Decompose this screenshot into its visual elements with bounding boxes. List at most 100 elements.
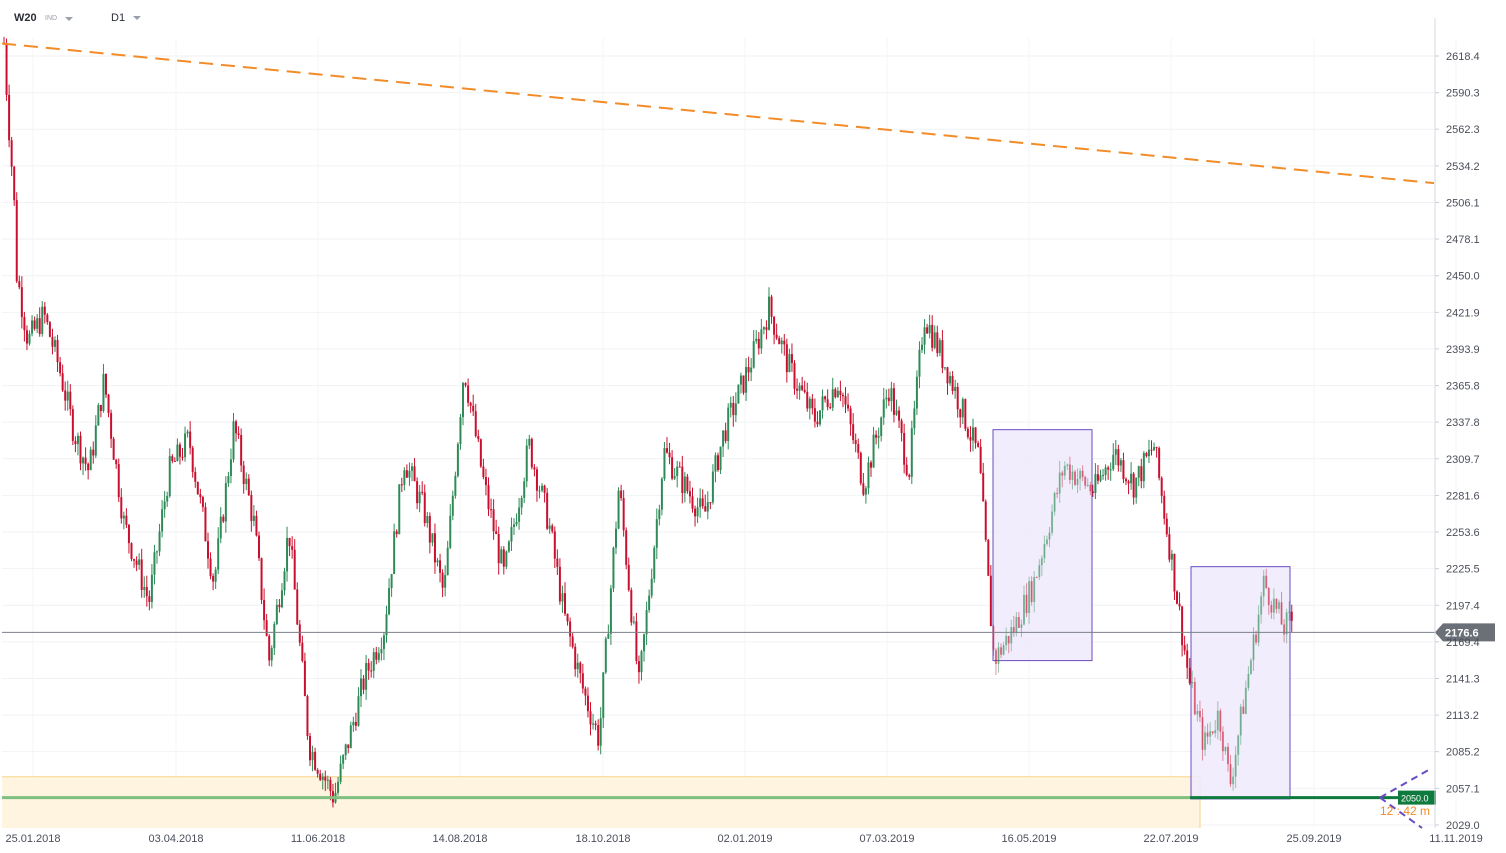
candle-body — [237, 433, 240, 436]
candle-body — [385, 614, 388, 636]
candle-body — [609, 588, 612, 634]
candle-body — [607, 633, 610, 639]
candle-body — [734, 403, 737, 416]
symbol-type-selector[interactable]: IND — [45, 15, 74, 22]
candle-body — [490, 509, 493, 511]
candle-body — [421, 491, 424, 493]
candle-body — [640, 651, 643, 673]
candle-body — [849, 408, 852, 425]
candle-body — [377, 653, 380, 660]
candle-body — [798, 385, 801, 391]
candle-body — [298, 624, 301, 643]
candle-body — [245, 478, 248, 485]
candle-body — [326, 779, 329, 781]
y-tick-label: 2225.5 — [1446, 564, 1480, 576]
candle-body — [668, 452, 671, 458]
candle-body — [880, 417, 883, 436]
candle-body — [1010, 627, 1013, 644]
candle-body — [877, 435, 880, 438]
candle-body — [301, 642, 304, 661]
candle-body — [158, 531, 161, 552]
candle-body — [533, 467, 536, 470]
candle-body — [1079, 470, 1082, 479]
candle-body — [594, 723, 597, 726]
candle-body — [342, 755, 345, 764]
candle-body — [370, 670, 373, 672]
candle-body — [1239, 706, 1242, 736]
candle-body — [1160, 477, 1163, 496]
timeframe-selector[interactable]: D1 — [111, 12, 142, 24]
candle-body — [760, 329, 763, 349]
candle-body — [875, 434, 878, 438]
candle-body — [41, 306, 44, 334]
candle-body — [1112, 454, 1115, 470]
candle-body — [773, 316, 776, 335]
y-tick-label: 2562.3 — [1446, 124, 1480, 136]
candle-body — [66, 391, 69, 401]
candle-body — [768, 296, 770, 330]
candle-body — [1272, 598, 1275, 613]
candle-body — [250, 495, 253, 521]
candle-body — [283, 571, 286, 591]
x-tick-label: 25.09.2019 — [1286, 833, 1341, 845]
candle-body — [824, 396, 827, 400]
candle-body — [1158, 448, 1161, 478]
candle-body — [207, 541, 209, 559]
candle-body — [505, 551, 508, 567]
candle-body — [1153, 447, 1156, 451]
candle-body — [454, 475, 457, 496]
candle-body — [1135, 477, 1138, 498]
symbol-selector[interactable]: W20 — [14, 12, 37, 24]
candle-body — [1051, 511, 1054, 533]
candle-body — [1142, 453, 1145, 482]
candle-body — [145, 587, 148, 597]
candle-body — [543, 485, 546, 493]
candle-body — [836, 390, 839, 398]
candle-body — [1173, 553, 1176, 592]
candle-body — [184, 433, 187, 458]
candle-body — [1071, 471, 1074, 480]
candle-body — [1267, 587, 1270, 606]
candle-body — [388, 588, 391, 615]
candle-body — [436, 560, 439, 563]
candle-body — [946, 367, 949, 384]
candle-body — [592, 723, 595, 725]
candle-body — [699, 498, 702, 508]
candle-body — [54, 340, 56, 347]
candle-body — [316, 769, 319, 774]
candle-body — [686, 476, 689, 492]
candle-body — [620, 490, 623, 499]
candle-body — [247, 478, 250, 496]
candle-body — [1219, 710, 1222, 732]
candle-body — [931, 324, 934, 348]
candle-body — [859, 452, 862, 484]
candle-body — [872, 434, 875, 468]
chart-header: W20 IND D1 — [0, 0, 1506, 38]
candle-body — [885, 397, 888, 400]
candle-body — [1130, 473, 1133, 484]
candle-body — [1074, 471, 1076, 485]
candle-body — [1053, 492, 1056, 512]
candle-body — [291, 546, 294, 550]
candle-body — [1211, 731, 1214, 734]
candle-body — [15, 200, 18, 282]
candle-body — [222, 516, 225, 522]
candle-body — [224, 483, 227, 522]
candle-body — [1091, 491, 1094, 494]
candle-body — [43, 306, 46, 315]
candle-body — [1056, 492, 1059, 494]
range-box-1 — [992, 429, 1093, 662]
candle-body — [972, 427, 974, 441]
candle-body — [801, 385, 804, 390]
candle-body — [780, 340, 783, 345]
candle-body — [125, 515, 128, 525]
candle-body — [1270, 605, 1273, 613]
candle-body — [1140, 466, 1143, 482]
candle-body — [97, 405, 100, 426]
candle-body — [1000, 647, 1003, 655]
candle-body — [500, 549, 503, 564]
chevron-down-icon — [133, 16, 142, 20]
candle-body — [339, 763, 342, 782]
candle-body — [431, 533, 434, 543]
